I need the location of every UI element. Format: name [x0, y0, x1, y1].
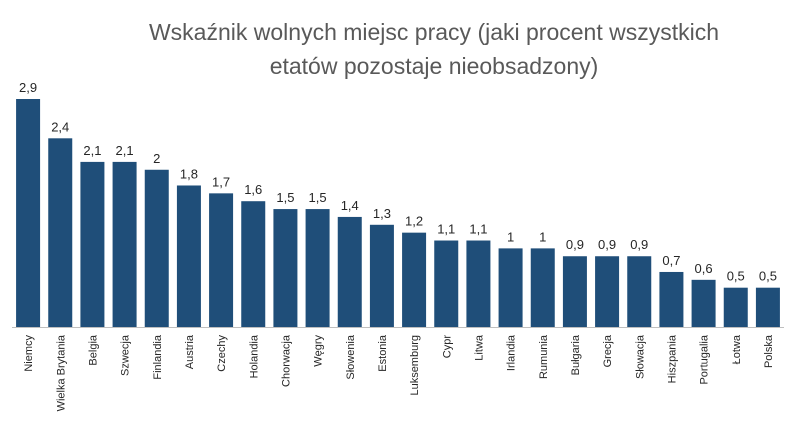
- x-tick-label-czechy: Czechy: [216, 335, 228, 372]
- x-tick-label-grecja: Grecja: [602, 334, 614, 367]
- value-label-bulgaria: 0,9: [566, 237, 584, 252]
- bar-finlandia: [144, 169, 169, 327]
- x-tick-label-slowenia: Słowenia: [345, 334, 357, 380]
- bar-slowenia: [337, 216, 362, 327]
- value-label-irlandia: 1: [507, 229, 514, 244]
- x-tick-label-luksemburg: Luksemburg: [409, 335, 421, 396]
- value-label-lotwa: 0,5: [727, 269, 745, 284]
- x-tick-label-portugalia: Portugalia: [699, 334, 711, 384]
- value-label-grecja: 0,9: [598, 237, 616, 252]
- x-tick-label-lotwa: Łotwa: [731, 334, 743, 364]
- x-tick-label-rumunia: Rumunia: [538, 334, 550, 379]
- value-label-slowacja: 0,9: [630, 237, 648, 252]
- value-labels-group: 2,9 2,4 2,1 2,1 2 1,8 1,7 1,6 1,5 1,5 1,4 1,3 1,2 1,1…: [19, 80, 777, 284]
- bar-litwa: [466, 240, 491, 327]
- value-label-estonia: 1,3: [373, 206, 391, 221]
- chart-title-line-2: etatów pozostaje nieobsadzony): [269, 53, 599, 79]
- x-tick-label-holandia: Holandia: [248, 334, 260, 378]
- value-label-slowenia: 1,4: [341, 198, 359, 213]
- value-label-litwa: 1,1: [469, 222, 487, 237]
- value-label-hiszpania: 0,7: [662, 253, 680, 268]
- bar-wielka-brytania: [48, 138, 73, 327]
- bar-szwecja: [112, 161, 137, 327]
- value-label-chorwacja: 1,5: [276, 190, 294, 205]
- bar-holandia: [241, 201, 266, 327]
- bar-rumunia: [530, 248, 555, 327]
- value-label-cypr: 1,1: [437, 222, 455, 237]
- value-label-rumunia: 1: [539, 229, 546, 244]
- value-label-szwecja: 2,1: [116, 143, 134, 158]
- value-label-portugalia: 0,6: [695, 261, 713, 276]
- x-tick-label-litwa: Litwa: [473, 334, 485, 361]
- x-tick-label-slowacja: Słowacja: [634, 334, 646, 379]
- value-label-belgia: 2,1: [83, 143, 101, 158]
- x-tick-label-belgia: Belgia: [87, 334, 99, 365]
- bars-group: [16, 99, 780, 327]
- value-label-czechy: 1,7: [212, 174, 230, 189]
- bar-irlandia: [498, 248, 523, 327]
- x-tick-label-wielka-brytania: Wielka Brytania: [55, 334, 67, 411]
- x-tick-label-finlandia: Finlandia: [152, 334, 164, 380]
- bar-cypr: [434, 240, 459, 327]
- value-label-luksemburg: 1,2: [405, 214, 423, 229]
- x-tick-label-estonia: Estonia: [377, 334, 389, 372]
- bar-wegry: [305, 209, 330, 327]
- x-tick-label-austria: Austria: [184, 334, 196, 369]
- value-label-finlandia: 2: [153, 151, 160, 166]
- x-tick-label-szwecja: Szwecja: [120, 334, 132, 376]
- bar-polska: [755, 287, 780, 327]
- bar-hiszpania: [659, 271, 684, 327]
- value-label-austria: 1,8: [180, 166, 198, 181]
- x-tick-label-cypr: Cypr: [441, 335, 453, 359]
- x-tick-label-niemcy: Niemcy: [23, 335, 35, 372]
- bar-niemcy: [16, 99, 41, 327]
- value-label-wielka-brytania: 2,4: [51, 119, 69, 134]
- x-tick-labels-group: Niemcy Wielka Brytania Belgia Szwecja Finlan…: [23, 334, 775, 411]
- x-tick-label-polska: Polska: [763, 334, 775, 368]
- bar-belgia: [80, 161, 105, 327]
- x-tick-label-bulgaria: Bułgaria: [570, 334, 582, 375]
- value-label-polska: 0,5: [759, 269, 777, 284]
- bar-slowacja: [627, 256, 652, 327]
- bar-chorwacja: [273, 209, 298, 327]
- x-tick-label-chorwacja: Chorwacja: [280, 334, 292, 387]
- value-label-niemcy: 2,9: [19, 80, 37, 95]
- chart-title-line-1: Wskaźnik wolnych miejsc pracy (jaki proc…: [148, 19, 720, 45]
- value-label-wegry: 1,5: [309, 190, 327, 205]
- value-label-holandia: 1,6: [244, 182, 262, 197]
- bar-estonia: [369, 224, 394, 327]
- x-tick-label-wegry: Węgry: [313, 335, 325, 367]
- bar-lotwa: [723, 287, 748, 327]
- bar-luksemburg: [402, 232, 427, 327]
- bar-portugalia: [691, 279, 716, 327]
- bar-bulgaria: [562, 256, 587, 327]
- bar-austria: [176, 185, 201, 327]
- bar-czechy: [209, 193, 234, 327]
- bar-grecja: [595, 256, 620, 327]
- x-tick-label-hiszpania: Hiszpania: [666, 334, 678, 383]
- x-tick-label-irlandia: Irlandia: [506, 334, 518, 371]
